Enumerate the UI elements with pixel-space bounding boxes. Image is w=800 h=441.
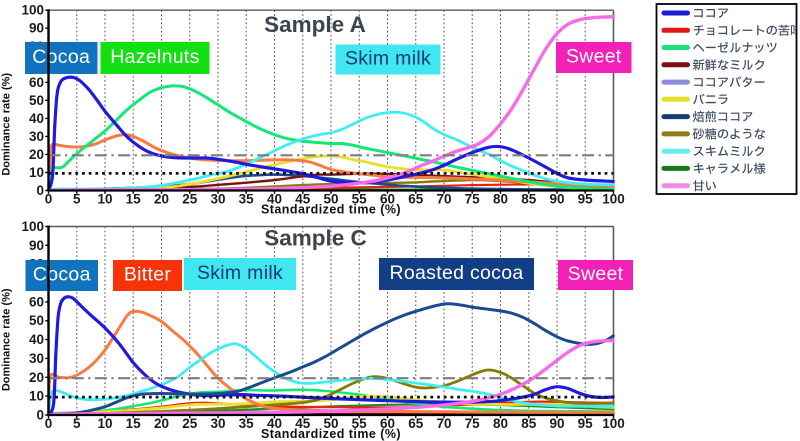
svg-text:Sample C: Sample C bbox=[264, 226, 367, 251]
svg-text:80: 80 bbox=[493, 416, 508, 431]
svg-text:Dominance rate (%): Dominance rate (%) bbox=[1, 73, 13, 176]
svg-text:50: 50 bbox=[29, 93, 44, 108]
svg-text:85: 85 bbox=[521, 192, 537, 207]
svg-text:10: 10 bbox=[29, 165, 44, 180]
svg-text:0: 0 bbox=[45, 416, 53, 431]
svg-text:40: 40 bbox=[267, 416, 282, 431]
svg-text:5: 5 bbox=[73, 416, 81, 431]
svg-text:45: 45 bbox=[295, 192, 311, 207]
svg-text:55: 55 bbox=[352, 192, 368, 207]
svg-text:50: 50 bbox=[29, 313, 44, 328]
svg-text:Hazelnuts: Hazelnuts bbox=[110, 46, 199, 68]
svg-text:35: 35 bbox=[239, 192, 255, 207]
svg-text:90: 90 bbox=[29, 238, 44, 253]
svg-text:60: 60 bbox=[29, 75, 44, 90]
svg-text:20: 20 bbox=[29, 147, 44, 162]
svg-text:70: 70 bbox=[436, 416, 451, 431]
svg-text:Skim milk: Skim milk bbox=[345, 48, 431, 70]
svg-text:60: 60 bbox=[29, 294, 44, 309]
svg-text:60: 60 bbox=[380, 192, 395, 207]
svg-text:50: 50 bbox=[323, 192, 338, 207]
svg-text:60: 60 bbox=[380, 416, 395, 431]
svg-text:0: 0 bbox=[36, 183, 44, 198]
svg-text:30: 30 bbox=[210, 192, 225, 207]
svg-text:0: 0 bbox=[36, 408, 44, 423]
svg-text:45: 45 bbox=[295, 416, 311, 431]
svg-text:90: 90 bbox=[549, 192, 564, 207]
svg-text:Sweet: Sweet bbox=[568, 263, 624, 285]
svg-text:Standardized time (%): Standardized time (%) bbox=[261, 203, 401, 217]
svg-text:30: 30 bbox=[210, 416, 225, 431]
svg-text:40: 40 bbox=[267, 192, 282, 207]
svg-text:25: 25 bbox=[182, 192, 198, 207]
svg-text:80: 80 bbox=[493, 192, 508, 207]
svg-text:100: 100 bbox=[602, 192, 625, 207]
svg-text:85: 85 bbox=[521, 416, 537, 431]
svg-text:65: 65 bbox=[408, 416, 424, 431]
svg-text:5: 5 bbox=[73, 192, 81, 207]
svg-text:65: 65 bbox=[408, 192, 424, 207]
svg-text:95: 95 bbox=[578, 192, 594, 207]
svg-text:95: 95 bbox=[578, 416, 594, 431]
svg-text:Cocoa: Cocoa bbox=[32, 46, 90, 68]
svg-text:25: 25 bbox=[182, 416, 198, 431]
svg-text:Standardized time (%): Standardized time (%) bbox=[261, 427, 401, 441]
svg-text:10: 10 bbox=[97, 192, 112, 207]
svg-text:Bitter: Bitter bbox=[124, 264, 172, 286]
svg-text:10: 10 bbox=[97, 416, 112, 431]
svg-text:75: 75 bbox=[465, 416, 481, 431]
svg-text:Skim milk: Skim milk bbox=[197, 262, 283, 284]
svg-text:50: 50 bbox=[323, 416, 338, 431]
svg-text:30: 30 bbox=[29, 129, 44, 144]
svg-text:0: 0 bbox=[45, 192, 53, 207]
svg-text:90: 90 bbox=[29, 21, 44, 36]
svg-text:30: 30 bbox=[29, 351, 44, 366]
svg-text:100: 100 bbox=[21, 3, 44, 18]
svg-text:15: 15 bbox=[126, 416, 142, 431]
svg-text:Roasted cocoa: Roasted cocoa bbox=[390, 262, 524, 284]
svg-text:35: 35 bbox=[239, 416, 255, 431]
svg-text:Dominance rate (%): Dominance rate (%) bbox=[1, 288, 13, 391]
svg-text:75: 75 bbox=[465, 192, 481, 207]
svg-text:20: 20 bbox=[29, 370, 44, 385]
svg-text:55: 55 bbox=[352, 416, 368, 431]
svg-text:15: 15 bbox=[126, 192, 142, 207]
svg-text:40: 40 bbox=[29, 332, 44, 347]
svg-text:100: 100 bbox=[602, 416, 625, 431]
svg-text:10: 10 bbox=[29, 389, 44, 404]
svg-text:Sample A: Sample A bbox=[264, 12, 366, 37]
svg-text:20: 20 bbox=[154, 192, 169, 207]
svg-text:70: 70 bbox=[436, 192, 451, 207]
svg-text:40: 40 bbox=[29, 111, 44, 126]
svg-text:90: 90 bbox=[549, 416, 564, 431]
svg-text:Sweet: Sweet bbox=[566, 46, 622, 68]
svg-text:100: 100 bbox=[21, 219, 44, 234]
svg-text:20: 20 bbox=[154, 416, 169, 431]
svg-text:Cocoa: Cocoa bbox=[33, 264, 91, 286]
